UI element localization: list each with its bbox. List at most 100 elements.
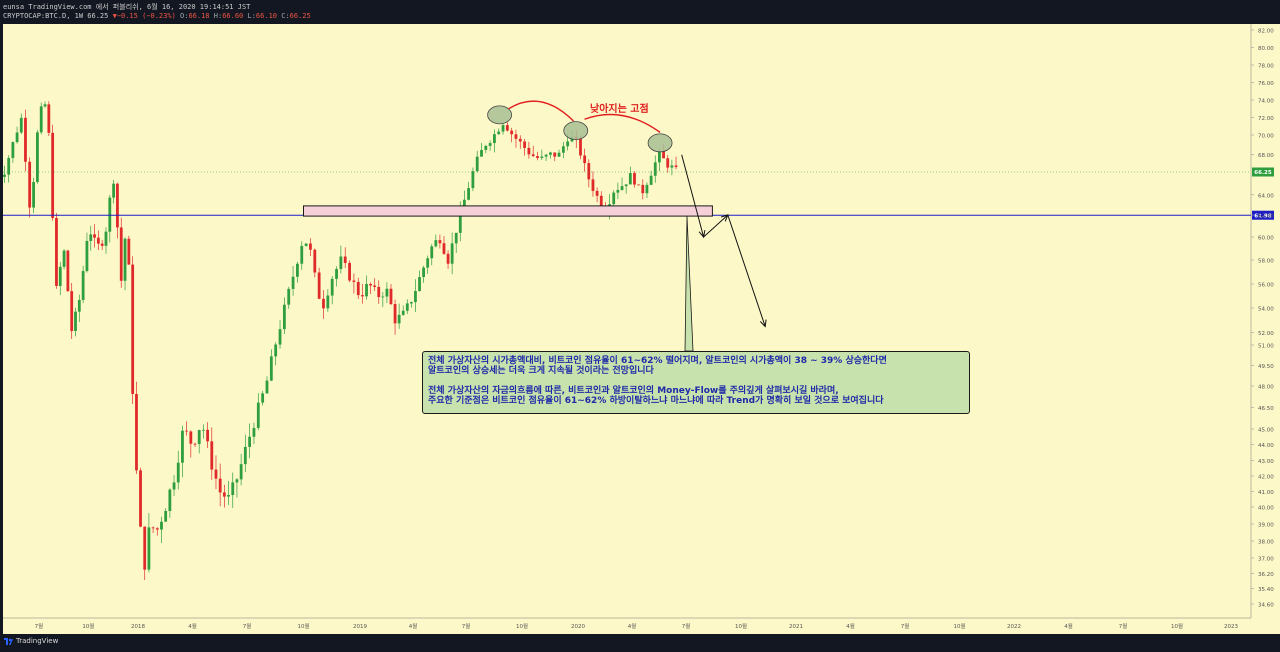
- candle-body: [649, 175, 653, 185]
- candle-body: [540, 156, 544, 159]
- x-tick-label: 7월: [901, 622, 910, 630]
- candle-body: [287, 288, 291, 305]
- candle-body: [104, 231, 108, 246]
- candle-body: [210, 441, 214, 470]
- open-value: 66.18: [188, 12, 210, 20]
- candle-body: [15, 132, 19, 143]
- candle-body: [637, 184, 641, 186]
- candle-body: [475, 156, 479, 172]
- candle-body: [658, 151, 661, 163]
- y-tick-label: 39.00: [1258, 523, 1274, 529]
- tradingview-brand[interactable]: TradingView: [16, 637, 59, 645]
- candle-body: [434, 240, 438, 247]
- y-tick-label: 34.60: [1258, 603, 1274, 609]
- analysis-note[interactable]: 전체 가상자산의 시가총액대비, 비트코인 점유율이 61~62% 떨어지며, …: [422, 351, 970, 414]
- x-tick-label: 4월: [409, 622, 418, 630]
- candle-body: [256, 402, 260, 428]
- candle-body: [214, 469, 218, 479]
- candle-body: [322, 298, 325, 309]
- candle-body: [151, 527, 155, 529]
- x-tick-label: 7월: [243, 622, 252, 630]
- candle-body: [202, 429, 205, 431]
- candle-body: [369, 284, 372, 286]
- y-tick-label: 45.00: [1258, 428, 1274, 434]
- candle-body: [274, 344, 278, 357]
- candle-body: [531, 154, 535, 157]
- candle-body: [3, 174, 6, 177]
- arrow-head: [698, 230, 706, 239]
- candle-body: [189, 431, 193, 444]
- candle-body: [393, 304, 397, 324]
- candle-body: [620, 186, 624, 190]
- note-line-3: 전체 가상자산의 자금의흐름에 따른, 비트코인과 알트코인의 Money-Fl…: [428, 386, 839, 396]
- close-prefix: C:: [281, 12, 290, 20]
- candle-body: [583, 155, 587, 164]
- candle-body: [248, 436, 252, 447]
- candle-body: [313, 249, 317, 273]
- x-tick-label: 2023: [1224, 624, 1238, 630]
- candle-body: [108, 197, 112, 232]
- candle-body: [414, 291, 417, 303]
- x-tick-label: 10월: [1171, 622, 1183, 630]
- candle-body: [536, 156, 539, 159]
- y-tick-label: 74.00: [1258, 99, 1274, 105]
- lower-highs-arc-1: [508, 100, 575, 122]
- candle-body: [112, 183, 116, 198]
- candle-body: [77, 299, 81, 312]
- candle-body: [123, 238, 127, 281]
- symbol-label: CRYPTOCAP:BTC.D, 1W 66.25: [3, 12, 109, 20]
- x-axis-labels: 7월 10월 2018 4월 7월 10월 2019 4월 7월 10월 2020 4월 7월 10월 20…: [35, 622, 1239, 630]
- candle-body: [51, 132, 55, 218]
- x-tick-label: 2021: [789, 624, 803, 630]
- candle-body: [326, 295, 330, 309]
- y-tick-label: 78.00: [1258, 64, 1274, 70]
- candle-body: [587, 163, 591, 180]
- candle-body: [595, 190, 599, 196]
- high-prefix: H:: [213, 12, 223, 20]
- x-tick-label: 2022: [1007, 624, 1021, 630]
- candle-body: [330, 278, 334, 296]
- candle-body: [131, 264, 135, 394]
- y-tick-label: 42.00: [1258, 475, 1274, 481]
- candle-body: [227, 495, 230, 497]
- x-tick-label: 7월: [462, 622, 471, 630]
- candle-body: [127, 238, 131, 265]
- candle-body: [265, 380, 269, 394]
- candle-body: [462, 199, 466, 210]
- candle-body: [505, 125, 509, 131]
- candle-body: [352, 280, 356, 282]
- candle-body: [43, 104, 47, 107]
- y-tick-label: 49.50: [1258, 364, 1274, 370]
- y-tick-label: 64.00: [1258, 193, 1274, 199]
- candle-body: [348, 262, 351, 281]
- candle-body: [381, 296, 385, 298]
- candle-body: [409, 302, 413, 304]
- candle-body: [641, 184, 645, 194]
- lower-highs-arc-2: [584, 113, 661, 133]
- last-price-label: 66.25: [1254, 170, 1272, 176]
- candle-body: [674, 165, 678, 168]
- candle-body: [278, 329, 282, 345]
- y-tick-label: 68.00: [1258, 153, 1274, 159]
- tradingview-logo-icon[interactable]: [4, 638, 13, 645]
- candle-body: [662, 151, 665, 159]
- candle-body: [231, 482, 235, 496]
- candle-body: [300, 245, 304, 264]
- candle-body: [389, 288, 393, 305]
- candle-body: [62, 250, 66, 267]
- candle-body: [365, 284, 368, 297]
- footer-bar: TradingView: [0, 634, 1280, 652]
- candle-body: [93, 234, 96, 238]
- candle-body: [339, 256, 343, 269]
- candle-body: [7, 157, 11, 175]
- candle-body: [89, 234, 93, 241]
- candle-body: [296, 263, 299, 277]
- candle-body: [484, 145, 488, 150]
- candle-body: [291, 276, 295, 289]
- candle-body: [561, 146, 565, 153]
- time-axis: [3, 618, 1280, 634]
- candle-body: [197, 430, 201, 445]
- level-price-tag: [1252, 210, 1274, 220]
